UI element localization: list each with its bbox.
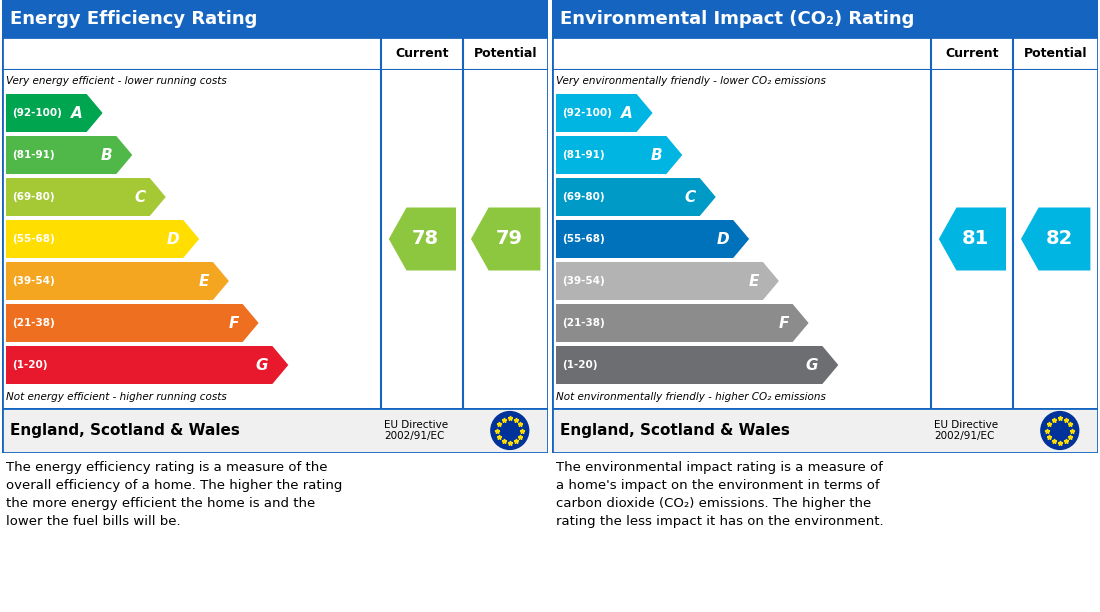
Text: Energy Efficiency Rating: Energy Efficiency Rating [10,10,257,28]
Text: England, Scotland & Wales: England, Scotland & Wales [560,423,790,438]
Polygon shape [6,304,258,342]
Polygon shape [556,94,652,132]
Polygon shape [556,262,779,300]
Polygon shape [938,207,1006,271]
Text: (55-68): (55-68) [12,234,55,244]
Text: Not environmentally friendly - higher CO₂ emissions: Not environmentally friendly - higher CO… [556,392,826,402]
Text: C: C [134,190,146,204]
Text: D: D [716,231,729,247]
Text: (1-20): (1-20) [12,360,47,370]
Text: E: E [748,274,759,288]
Polygon shape [6,262,229,300]
Text: Environmental Impact (CO₂) Rating: Environmental Impact (CO₂) Rating [560,10,914,28]
Text: Current: Current [396,47,449,60]
Text: E: E [198,274,209,288]
Text: G: G [806,357,818,373]
Circle shape [491,412,529,449]
Text: B: B [101,147,112,163]
Polygon shape [6,94,102,132]
Text: The environmental impact rating is a measure of
a home's impact on the environme: The environmental impact rating is a mea… [556,461,883,528]
Polygon shape [6,346,288,384]
Text: B: B [651,147,662,163]
Text: (39-54): (39-54) [562,276,605,286]
Text: England, Scotland & Wales: England, Scotland & Wales [10,423,240,438]
Polygon shape [6,220,199,258]
Polygon shape [556,346,838,384]
Text: 78: 78 [412,230,439,248]
Text: 81: 81 [962,230,989,248]
Polygon shape [556,136,682,174]
Text: 79: 79 [496,230,522,248]
Text: (21-38): (21-38) [12,318,55,328]
Text: (21-38): (21-38) [562,318,605,328]
Text: (81-91): (81-91) [12,150,55,160]
Circle shape [1041,412,1079,449]
Text: G: G [256,357,268,373]
Polygon shape [556,304,808,342]
Text: (92-100): (92-100) [12,108,62,118]
Text: (1-20): (1-20) [562,360,597,370]
Polygon shape [556,220,749,258]
Text: 82: 82 [1045,230,1072,248]
Text: Very environmentally friendly - lower CO₂ emissions: Very environmentally friendly - lower CO… [556,76,826,86]
Text: EU Directive
2002/91/EC: EU Directive 2002/91/EC [934,420,999,441]
Text: (81-91): (81-91) [562,150,605,160]
Polygon shape [556,178,716,216]
Text: (69-80): (69-80) [12,192,55,202]
Text: Potential: Potential [474,47,538,60]
Text: F: F [229,316,239,330]
Polygon shape [471,207,540,271]
Text: Potential: Potential [1024,47,1088,60]
Text: The energy efficiency rating is a measure of the
overall efficiency of a home. T: The energy efficiency rating is a measur… [6,461,342,528]
Text: A: A [620,105,632,121]
Text: Not energy efficient - higher running costs: Not energy efficient - higher running co… [6,392,227,402]
Polygon shape [1021,207,1090,271]
Text: Very energy efficient - lower running costs: Very energy efficient - lower running co… [6,76,227,86]
Text: A: A [70,105,82,121]
Text: Current: Current [946,47,999,60]
Text: (92-100): (92-100) [562,108,612,118]
Text: C: C [684,190,696,204]
Text: D: D [166,231,179,247]
Text: (55-68): (55-68) [562,234,605,244]
Polygon shape [6,178,166,216]
Text: EU Directive
2002/91/EC: EU Directive 2002/91/EC [384,420,449,441]
Polygon shape [388,207,456,271]
Polygon shape [6,136,132,174]
Text: (69-80): (69-80) [562,192,605,202]
Text: F: F [779,316,789,330]
Text: (39-54): (39-54) [12,276,55,286]
